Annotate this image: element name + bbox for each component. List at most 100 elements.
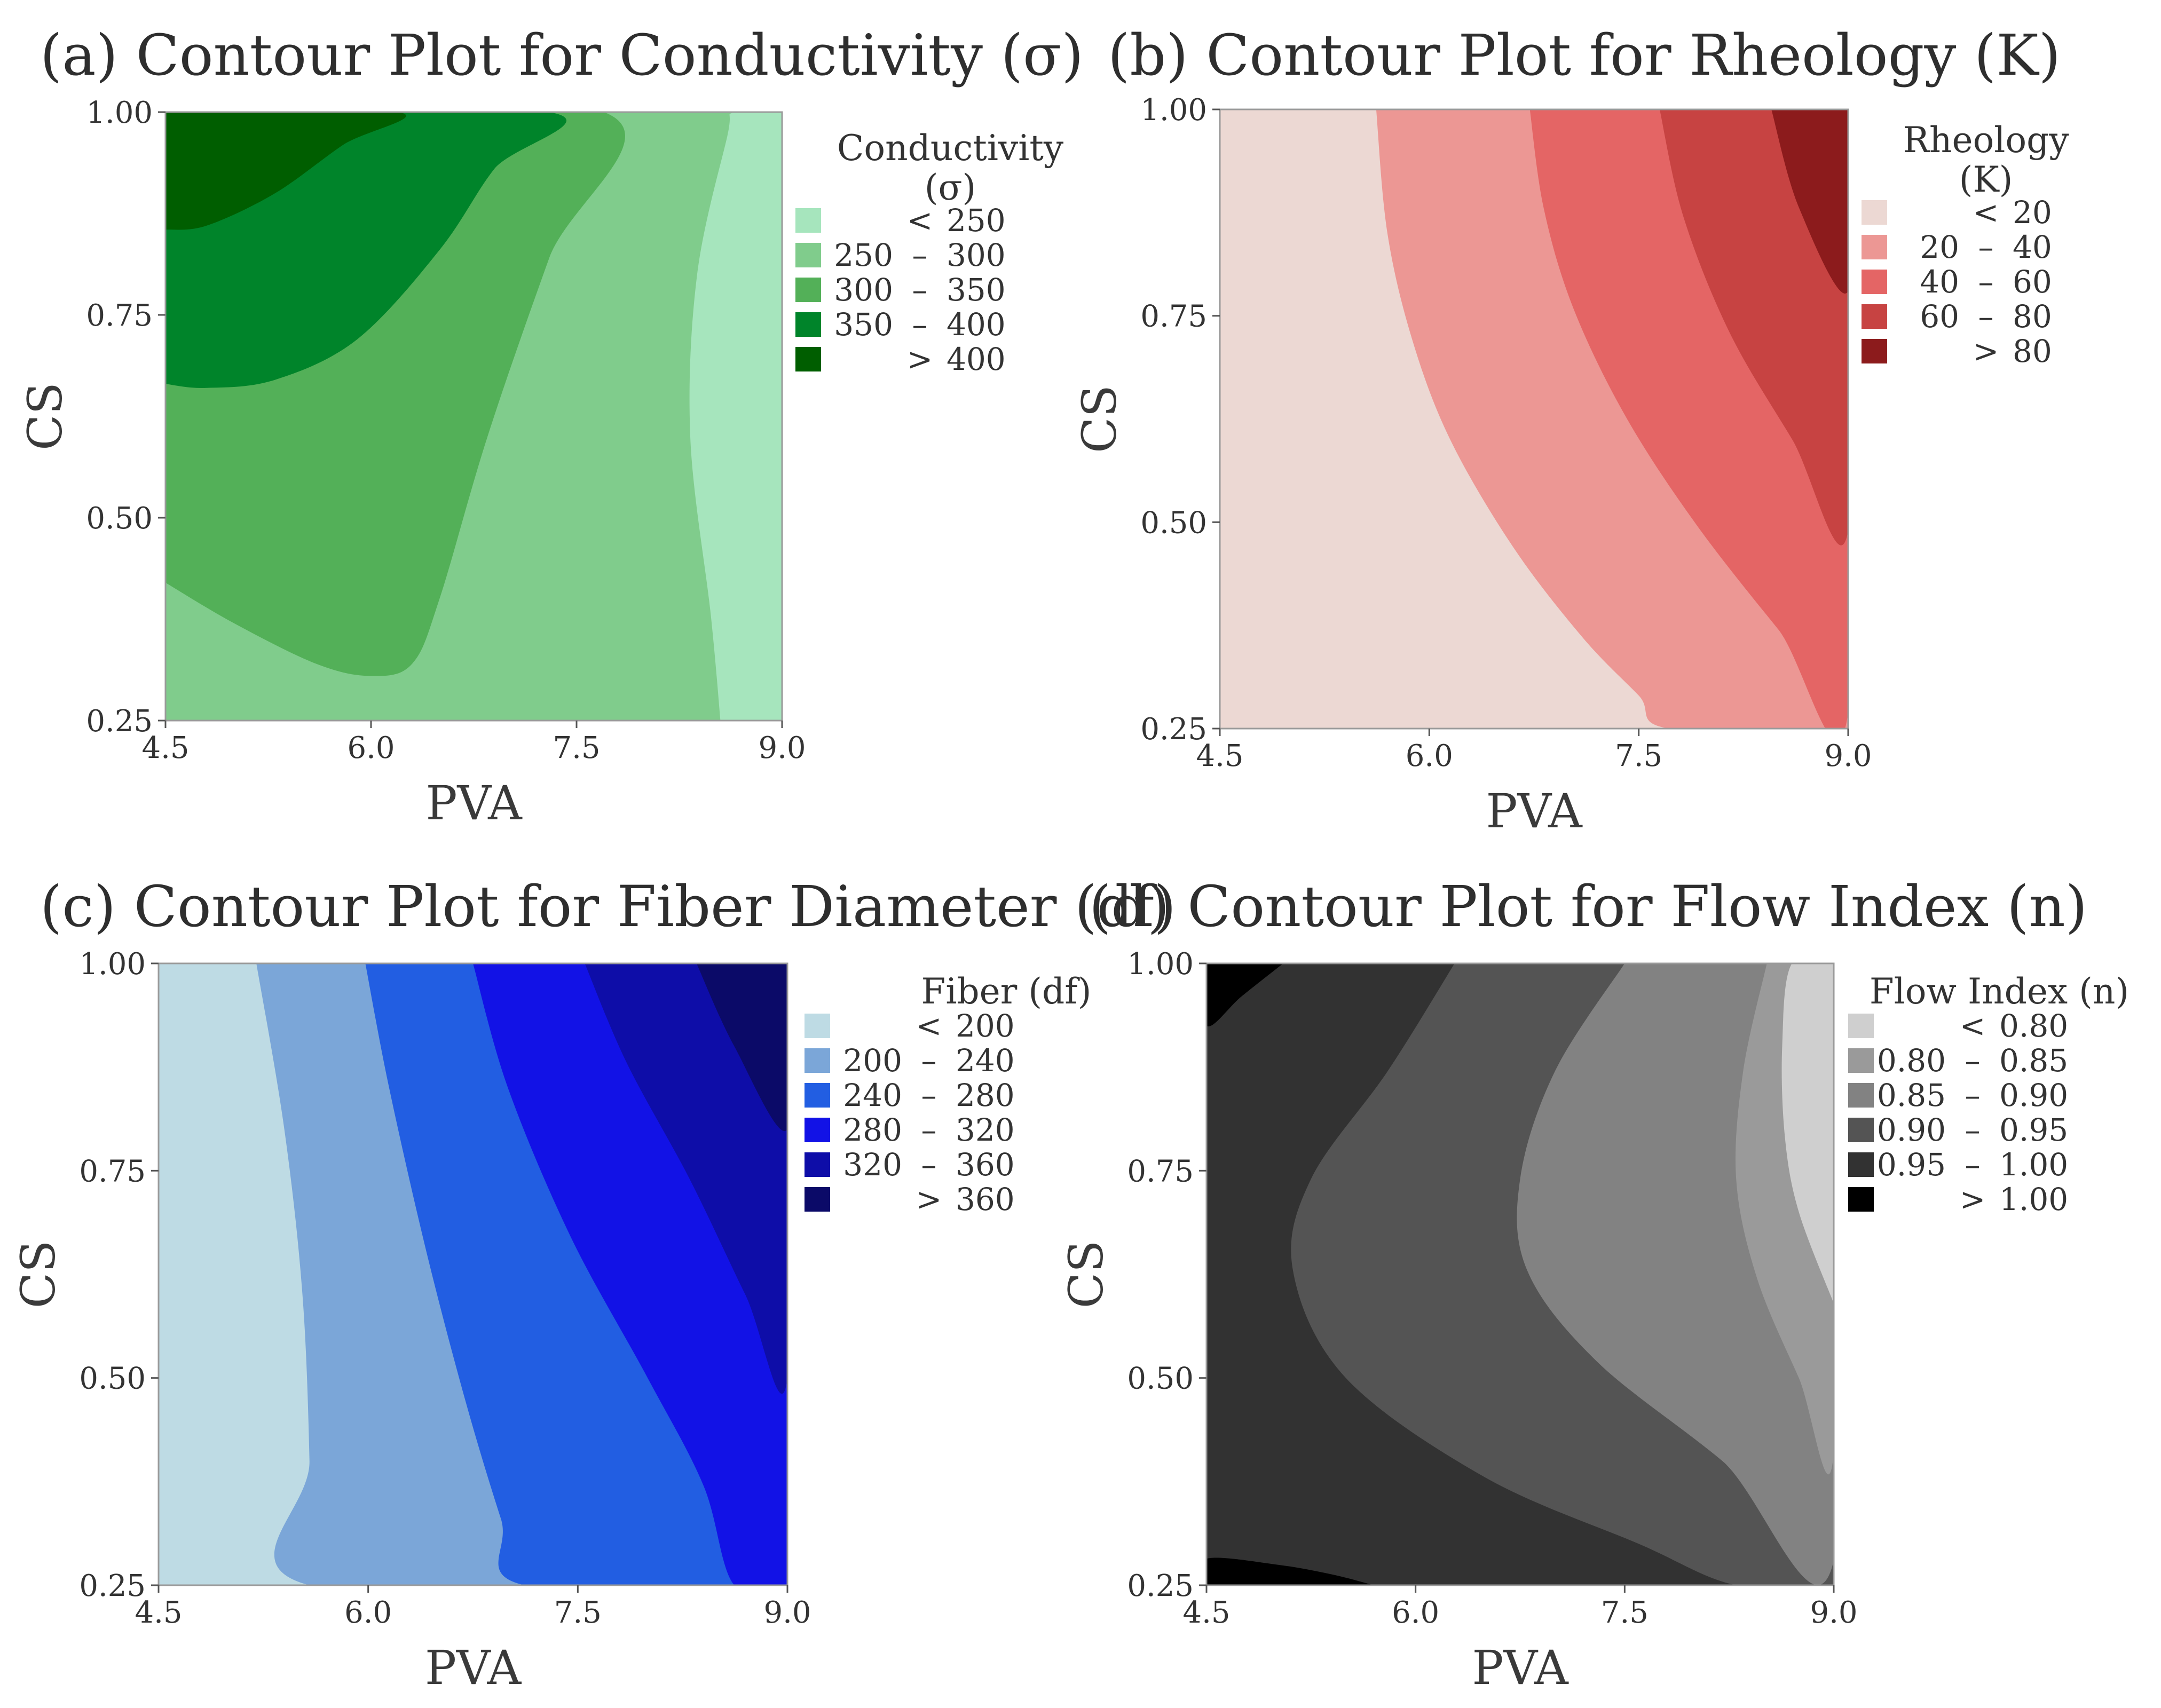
panel-b-legend-swatch-1	[1862, 235, 1887, 259]
panel-c: (c) Contour Plot for Fiber Diameter (df)…	[11, 874, 1176, 1695]
panel-d-legend-swatch-3	[1848, 1118, 1874, 1142]
panel-d-region-6	[1206, 1557, 1374, 1585]
panel-d-legend-high-5: 1.00	[1999, 1181, 2068, 1217]
panel-d-legend: Flow Index (n)< 0.800.80–0.850.85–0.900.9…	[1848, 971, 2129, 1217]
panel-c-legend-sep-0: <	[916, 1008, 942, 1044]
panel-c-xtick-label-2: 7.5	[554, 1595, 602, 1630]
panel-d: (d) Contour Plot for Flow Index (n) 4.5 6.…	[1059, 874, 2129, 1695]
panel-d-legend-swatch-5	[1848, 1187, 1874, 1212]
panel-a-legend-title-1: (σ)	[925, 167, 976, 208]
panel-d-xlabel: PVA	[1472, 1640, 1569, 1695]
panel-a-legend-low-2: 300	[834, 272, 893, 308]
panel-c-legend-title-0: Fiber (df)	[921, 971, 1092, 1012]
panel-c-legend-swatch-0	[805, 1014, 830, 1038]
panel-a-legend-title-0: Conductivity	[837, 128, 1064, 169]
panel-d-legend-sep-1: –	[1965, 1042, 1981, 1079]
panel-c-xlabel: PVA	[425, 1640, 522, 1695]
panel-a: (a) Contour Plot for Conductivity (σ) 4.5…	[18, 22, 1084, 831]
panel-b-ytick-label-2: 0.75	[1140, 299, 1207, 334]
panel-c-ytick-label-0: 0.25	[79, 1569, 146, 1603]
panel-d-legend-high-0: 0.80	[1999, 1008, 2068, 1044]
panel-a-legend-low-1: 250	[834, 237, 893, 273]
panel-a-region-1	[689, 112, 782, 721]
panel-d-legend-high-2: 0.90	[1999, 1077, 2068, 1113]
panel-c-legend-sep-2: –	[921, 1077, 937, 1113]
panel-d-legend-low-4: 0.95	[1877, 1146, 1946, 1183]
panel-b-legend-low-2: 40	[1920, 264, 1959, 300]
panel-c-ytick-label-2: 0.75	[79, 1154, 146, 1189]
panel-c-legend-sep-3: –	[921, 1112, 937, 1148]
panel-b-legend-swatch-3	[1862, 304, 1887, 329]
panel-b-ytick-label-0: 0.25	[1140, 712, 1207, 747]
panel-a-legend-high-2: 350	[947, 272, 1006, 308]
panel-d-legend-high-4: 1.00	[1999, 1146, 2068, 1183]
panel-d-ytick-label-0: 0.25	[1127, 1569, 1194, 1603]
panel-b-frame	[1219, 108, 1849, 730]
panel-d-legend-sep-0: <	[1960, 1008, 1986, 1044]
panel-d-legend-swatch-1	[1848, 1048, 1874, 1073]
panel-d-region-5	[1206, 963, 1283, 1027]
panel-d-legend-sep-3: –	[1965, 1112, 1981, 1148]
panel-a-title: (a) Contour Plot for Conductivity (σ)	[40, 22, 1084, 88]
panel-c-region-5	[696, 963, 787, 1131]
panel-d-xtick-label-2: 7.5	[1601, 1595, 1649, 1630]
panel-d-xtick-label-0: 4.5	[1182, 1595, 1230, 1630]
panel-b-title: (b) Contour Plot for Rheology (K)	[1108, 22, 2061, 88]
panel-b-legend-sep-1: –	[1978, 229, 1994, 265]
panel-c-legend: Fiber (df)< 200200–240240–280280–320320–3…	[805, 971, 1091, 1217]
panel-b-region-4	[1771, 109, 1848, 294]
panel-a-legend-high-0: 250	[947, 202, 1006, 239]
panel-c-legend-sep-1: –	[921, 1042, 937, 1079]
panel-d-xtick-label-3: 9.0	[1810, 1595, 1857, 1630]
panel-a-ytick-label-2: 0.75	[86, 298, 153, 333]
panel-b-legend-high-4: 80	[2013, 333, 2052, 369]
panel-d-title: (d) Contour Plot for Flow Index (n)	[1089, 874, 2087, 939]
panel-c-xtick-label-0: 4.5	[135, 1595, 182, 1630]
panel-c-legend-high-5: 360	[956, 1181, 1015, 1217]
panel-c-frame	[157, 962, 788, 1586]
panel-c-legend-high-1: 240	[956, 1042, 1015, 1079]
panel-d-legend-high-3: 0.95	[1999, 1112, 2068, 1148]
panel-c-legend-low-2: 240	[843, 1077, 902, 1113]
panel-d-frame	[1205, 962, 1835, 1586]
panel-a-legend-sep-4: >	[907, 341, 933, 377]
panel-a-ytick-label-0: 0.25	[86, 704, 153, 739]
panel-a-xlabel: PVA	[425, 776, 523, 831]
panel-a-legend-swatch-3	[795, 312, 821, 337]
panel-b-legend-high-2: 60	[2013, 264, 2052, 300]
panel-a-ytick-label-3: 1.00	[86, 96, 153, 130]
panel-c-legend-low-4: 320	[843, 1146, 902, 1183]
panel-d-legend-low-2: 0.85	[1877, 1077, 1946, 1113]
panel-a-legend-high-3: 400	[947, 306, 1006, 343]
panel-a-legend-sep-2: –	[912, 272, 928, 308]
panel-c-legend-sep-5: >	[916, 1181, 942, 1217]
panel-c-legend-swatch-2	[805, 1083, 830, 1108]
panel-d-legend-title-0: Flow Index (n)	[1870, 971, 2129, 1012]
panel-b-legend-sep-0: <	[1973, 194, 1999, 231]
panel-b-legend-high-0: 20	[2013, 194, 2052, 231]
panel-b-ytick-label-3: 1.00	[1140, 93, 1207, 128]
panel-b-legend-swatch-0	[1862, 200, 1887, 225]
panel-c-legend-low-1: 200	[843, 1042, 902, 1079]
panel-a-xtick-label-0: 4.5	[141, 731, 189, 765]
panel-a-legend-swatch-0	[795, 208, 821, 233]
panel-b-xtick-label-1: 6.0	[1406, 739, 1453, 773]
panel-b-xtick-label-2: 7.5	[1615, 739, 1662, 773]
panel-c-xtick-label-1: 6.0	[344, 1595, 392, 1630]
panel-b-legend-sep-2: –	[1978, 264, 1994, 300]
panel-b: (b) Contour Plot for Rheology (K) 4.5 6.0 7…	[1072, 22, 2069, 839]
panel-c-legend-swatch-5	[805, 1187, 830, 1212]
panel-a-legend-sep-0: <	[907, 202, 933, 239]
panel-a-legend-sep-1: –	[912, 237, 928, 273]
panel-c-legend-high-4: 360	[956, 1146, 1015, 1183]
panel-c-contours	[159, 963, 787, 1585]
panel-a-xtick-label-3: 9.0	[758, 731, 806, 765]
panel-c-ytick-label-3: 1.00	[79, 947, 146, 982]
panel-c-legend-sep-4: –	[921, 1146, 937, 1183]
panel-a-contours	[165, 112, 782, 721]
panel-b-xtick-label-3: 9.0	[1824, 739, 1872, 773]
panel-c-legend-swatch-1	[805, 1048, 830, 1073]
panel-d-contours	[1206, 963, 1834, 1585]
panel-a-xtick-label-2: 7.5	[553, 731, 600, 765]
